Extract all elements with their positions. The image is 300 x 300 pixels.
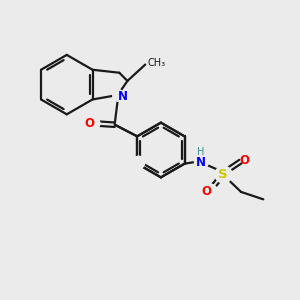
Text: H: H	[197, 147, 205, 158]
Text: N: N	[118, 90, 128, 103]
Text: O: O	[201, 185, 211, 198]
Text: O: O	[239, 154, 249, 166]
Text: S: S	[218, 168, 228, 181]
Text: CH₃: CH₃	[148, 58, 166, 68]
Text: N: N	[196, 156, 206, 169]
Text: O: O	[84, 117, 94, 130]
